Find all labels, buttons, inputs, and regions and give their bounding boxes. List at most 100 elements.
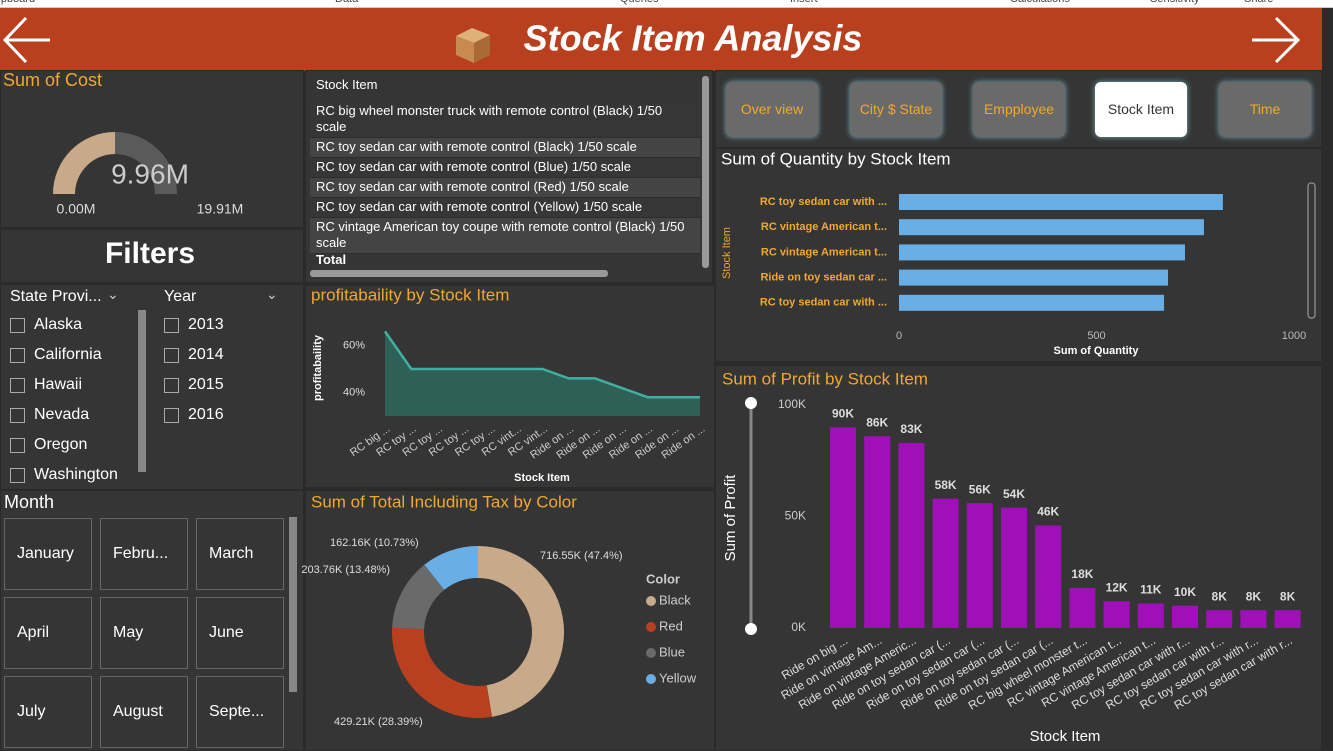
ribbon-label: Data — [335, 0, 358, 5]
y-tick-label: 0K — [791, 620, 806, 634]
chevron[interactable]: ⌄ — [107, 286, 119, 302]
table-row: RC big wheel monster truck with remote c… — [310, 102, 700, 138]
month-button[interactable]: August — [100, 676, 188, 748]
legend-title: Color — [646, 571, 680, 586]
scrollbar — [289, 517, 297, 692]
checkbox[interactable] — [10, 438, 25, 453]
checkbox[interactable] — [10, 348, 25, 363]
slicer-item[interactable]: Alaska — [34, 316, 83, 333]
slicer-item[interactable]: Oregon — [34, 436, 88, 453]
chevron[interactable]: ⌄ — [266, 286, 278, 302]
data-label: 58K — [935, 478, 957, 492]
donut-slice — [392, 564, 445, 630]
month-button[interactable]: March — [196, 518, 284, 590]
y-tick-label: RC toy sedan car with ... — [760, 297, 887, 309]
checkbox[interactable] — [164, 318, 179, 333]
table-row: RC toy sedan car with remote control (Re… — [310, 178, 700, 198]
chart-title: Sum of Quantity by Stock Item — [721, 149, 951, 168]
legend-label: Blue — [659, 644, 685, 659]
bar — [1069, 587, 1096, 628]
bar — [1274, 610, 1301, 628]
page-title: Stock Item Analysis — [524, 18, 863, 59]
data-label: 429.21K (28.39%) — [334, 716, 423, 728]
slider-handle[interactable] — [745, 397, 757, 409]
legend-marker — [646, 648, 656, 658]
chart-title: Sum of Total Including Tax by Color — [311, 492, 577, 511]
gauge-value: 9.96M — [111, 158, 189, 189]
gauge-min: 0.00M — [57, 201, 96, 217]
data-label: 203.76K (13.48%) — [301, 564, 390, 576]
data-label: 11K — [1140, 583, 1162, 597]
slicer-item[interactable]: California — [34, 346, 102, 363]
slicer-item[interactable]: 2013 — [188, 316, 224, 333]
y-tick-label: Ride on toy sedan car ... — [760, 272, 887, 284]
nav-button[interactable]: Stock Item — [1095, 82, 1187, 137]
checkbox[interactable] — [164, 378, 179, 393]
month-button[interactable]: January — [4, 518, 92, 590]
y-tick-label: RC vintage American t... — [761, 221, 887, 233]
checkbox[interactable] — [10, 468, 25, 483]
bar — [899, 269, 1168, 286]
nav-button[interactable]: Over view — [726, 82, 818, 137]
month-button[interactable]: April — [4, 597, 92, 669]
nav-button[interactable]: Empployee — [973, 82, 1065, 137]
table-row: RC toy sedan car with remote control (Ye… — [310, 198, 700, 218]
header: Stock Item Analysis — [0, 8, 1322, 71]
month-button[interactable]: July — [4, 676, 92, 748]
bar — [899, 294, 1165, 311]
y-axis-label: Sum of Profit — [722, 474, 739, 562]
table-row: RC vintage American toy coupe with remot… — [310, 218, 700, 254]
h-scrollbar — [310, 270, 608, 277]
bar — [1137, 603, 1164, 628]
y-tick-label: 50K — [785, 509, 806, 523]
slicer-item[interactable]: Hawaii — [34, 376, 83, 393]
table-row: RC toy sedan car with remote control (Bl… — [310, 138, 700, 158]
line — [383, 330, 700, 399]
checkbox[interactable] — [10, 408, 25, 423]
ribbon-label: Insert — [790, 0, 818, 5]
x-axis-label: Stock Item — [1030, 728, 1101, 745]
v-scrollbar — [702, 76, 709, 268]
legend-marker — [646, 674, 656, 684]
gauge-title: Sum of Cost — [3, 70, 103, 90]
month-button[interactable]: May — [100, 597, 188, 669]
donut-slice — [478, 546, 564, 717]
bar — [1240, 610, 1267, 628]
slicer-item[interactable]: 2014 — [188, 346, 224, 363]
bar — [830, 427, 856, 628]
nav-button[interactable]: Time — [1219, 82, 1311, 137]
ribbon-label: Share — [1244, 0, 1273, 5]
bar — [1001, 507, 1027, 628]
x-axis-label: Sum of Quantity — [1054, 345, 1140, 357]
bar — [898, 442, 925, 628]
bar — [899, 244, 1185, 261]
checkbox[interactable] — [10, 318, 25, 333]
back-arrow[interactable] — [2, 16, 50, 64]
legend-marker — [646, 596, 656, 606]
month-button[interactable]: Septe... — [196, 676, 284, 748]
forward-arrow[interactable] — [1252, 16, 1301, 64]
slicer-item[interactable]: Washington — [34, 466, 118, 483]
month-button[interactable]: June — [196, 597, 284, 669]
gauge: 9.96M 0.00M 19.91M — [53, 132, 243, 217]
data-label: 8K — [1280, 589, 1296, 603]
slicer-item[interactable]: 2016 — [188, 406, 224, 423]
checkbox[interactable] — [10, 378, 25, 393]
nav-button[interactable]: City $ State — [850, 82, 942, 137]
data-label: 162.16K (10.73%) — [330, 537, 419, 549]
area — [385, 331, 700, 416]
scrollbar — [1307, 182, 1316, 319]
data-label: 716.55K (47.4%) — [540, 550, 623, 562]
checkbox[interactable] — [164, 348, 179, 363]
header-graphics: Stock Item Analysis — [2, 16, 1301, 64]
month-button[interactable]: Febru... — [100, 518, 188, 590]
ribbon-label: Sensitivity — [1150, 0, 1200, 5]
donut-slice — [392, 627, 492, 718]
slicer-item[interactable]: Nevada — [34, 406, 90, 423]
slider-handle[interactable] — [745, 623, 757, 635]
checkbox[interactable] — [164, 408, 179, 423]
slicer-item[interactable]: 2015 — [188, 376, 224, 393]
bar — [1035, 525, 1062, 628]
x-tick-label: 500 — [1087, 330, 1105, 342]
